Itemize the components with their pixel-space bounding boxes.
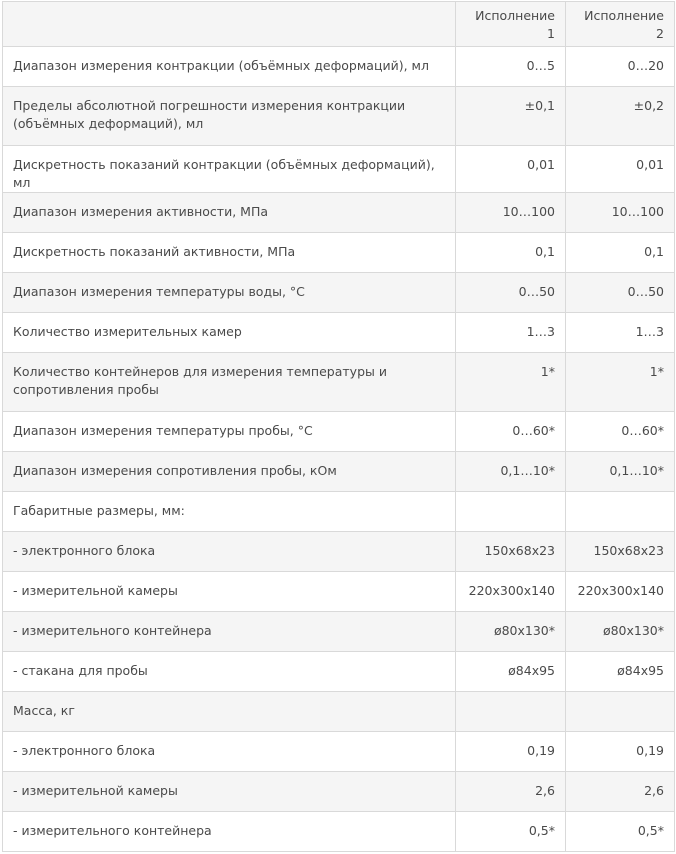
parameter-name: Пределы абсолютной погрешности измерения… xyxy=(2,86,456,146)
version-2-value: 0,5* xyxy=(565,811,675,852)
version-2-value: 150х68х23 xyxy=(565,531,675,572)
parameter-name: Диапазон измерения активности, МПа xyxy=(2,192,456,233)
parameter-name: Масса, кг xyxy=(2,691,456,732)
version-1-value: 2,6 xyxy=(455,771,566,812)
parameter-name: - электронного блока xyxy=(2,731,456,772)
version-2-value: 0,1 xyxy=(565,232,675,273)
table-row: - электронного блока 0,19 0,19 xyxy=(2,731,675,772)
table-header-row: Исполнение 1 Исполнение 2 xyxy=(2,1,675,47)
parameter-name: - измерительного контейнера xyxy=(2,611,456,652)
version-1-value: 0,19 xyxy=(455,731,566,772)
version-2-value: 0…50 xyxy=(565,272,675,313)
version-1-value: 220х300х140 xyxy=(455,571,566,612)
parameter-name: Диапазон измерения сопротивления пробы, … xyxy=(2,451,456,492)
table-row: Дискретность показаний контракции (объём… xyxy=(2,145,675,193)
table-row: - измерительной камеры 2,6 2,6 xyxy=(2,771,675,812)
table-row: Габаритные размеры, мм: xyxy=(2,491,675,532)
table-row: - измерительного контейнера ø80х130* ø80… xyxy=(2,611,675,652)
parameter-name: Количество измерительных камер xyxy=(2,312,456,353)
version-2-value: 1* xyxy=(565,352,675,412)
version-1-value: 1…3 xyxy=(455,312,566,353)
version-1-value: 0,1…10* xyxy=(455,451,566,492)
version-2-value: 10…100 xyxy=(565,192,675,233)
table-row: Диапазон измерения активности, МПа 10…10… xyxy=(2,192,675,233)
version-2-value: 2,6 xyxy=(565,771,675,812)
table-row: Количество измерительных камер 1…3 1…3 xyxy=(2,312,675,353)
version-1-value: 150х68х23 xyxy=(455,531,566,572)
version-1-value: 1* xyxy=(455,352,566,412)
table-row: - электронного блока 150х68х23 150х68х23 xyxy=(2,531,675,572)
parameter-name: Диапазон измерения температуры пробы, °С xyxy=(2,411,456,452)
version-2-value: 0,01 xyxy=(565,145,675,193)
version-1-value: 0…60* xyxy=(455,411,566,452)
table-row: Пределы абсолютной погрешности измерения… xyxy=(2,86,675,146)
parameter-name: Диапазон измерения контракции (объёмных … xyxy=(2,46,456,87)
parameter-name: Габаритные размеры, мм: xyxy=(2,491,456,532)
version-2-value: 0,19 xyxy=(565,731,675,772)
table-row: Диапазон измерения температуры пробы, °С… xyxy=(2,411,675,452)
table-row: Дискретность показаний активности, МПа 0… xyxy=(2,232,675,273)
version-2-value: 220х300х140 xyxy=(565,571,675,612)
version-1-value: ø84х95 xyxy=(455,651,566,692)
parameter-name: - измерительного контейнера xyxy=(2,811,456,852)
header-version-2: Исполнение 2 xyxy=(565,1,675,47)
parameter-name: Дискретность показаний контракции (объём… xyxy=(2,145,456,193)
parameter-name: - электронного блока xyxy=(2,531,456,572)
version-2-value: 0…60* xyxy=(565,411,675,452)
parameter-name: - измерительной камеры xyxy=(2,571,456,612)
version-2-value xyxy=(565,491,675,532)
version-1-value: ø80х130* xyxy=(455,611,566,652)
table-row: - измерительного контейнера 0,5* 0,5* xyxy=(2,811,675,852)
parameter-name: Дискретность показаний активности, МПа xyxy=(2,232,456,273)
version-2-value: 0,1…10* xyxy=(565,451,675,492)
version-1-value: 0…5 xyxy=(455,46,566,87)
table-row: Количество контейнеров для измерения тем… xyxy=(2,352,675,412)
version-1-value: ±0,1 xyxy=(455,86,566,146)
version-2-value: 1…3 xyxy=(565,312,675,353)
parameter-name: Количество контейнеров для измерения тем… xyxy=(2,352,456,412)
table-row: - измерительной камеры 220х300х140 220х3… xyxy=(2,571,675,612)
version-1-value xyxy=(455,691,566,732)
table-row: Диапазон измерения контракции (объёмных … xyxy=(2,46,675,87)
version-2-value: 0…20 xyxy=(565,46,675,87)
parameter-name: - измерительной камеры xyxy=(2,771,456,812)
version-1-value: 0,01 xyxy=(455,145,566,193)
version-1-value: 0…50 xyxy=(455,272,566,313)
version-2-value: ø80х130* xyxy=(565,611,675,652)
version-1-value: 10…100 xyxy=(455,192,566,233)
version-1-value xyxy=(455,491,566,532)
table-row: - стакана для пробы ø84х95 ø84х95 xyxy=(2,651,675,692)
version-1-value: 0,1 xyxy=(455,232,566,273)
version-2-value: ø84х95 xyxy=(565,651,675,692)
table-row: Диапазон измерения сопротивления пробы, … xyxy=(2,451,675,492)
table-row: Масса, кг xyxy=(2,691,675,732)
version-2-value: ±0,2 xyxy=(565,86,675,146)
parameter-name: Диапазон измерения температуры воды, °С xyxy=(2,272,456,313)
header-version-1: Исполнение 1 xyxy=(455,1,566,47)
version-1-value: 0,5* xyxy=(455,811,566,852)
header-parameter-cell xyxy=(2,1,456,47)
parameter-name: - стакана для пробы xyxy=(2,651,456,692)
table-row: Диапазон измерения температуры воды, °С … xyxy=(2,272,675,313)
version-2-value xyxy=(565,691,675,732)
